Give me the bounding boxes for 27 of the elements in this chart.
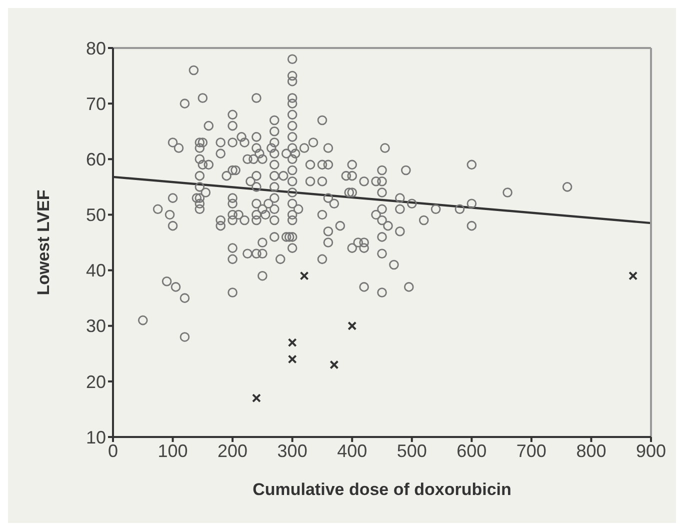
y-tick-label: 70 — [86, 94, 106, 114]
y-tick-label: 30 — [86, 316, 106, 336]
x-tick-label: 800 — [576, 440, 606, 461]
y-tick-label: 20 — [86, 372, 106, 392]
point — [288, 354, 297, 364]
point — [628, 271, 638, 280]
x-tick-label: 200 — [218, 440, 248, 461]
y-tick-label: 60 — [86, 150, 106, 170]
x-axis-title: Cumulative dose of doxorubicin — [252, 480, 512, 499]
y-tick-label: 80 — [86, 38, 106, 58]
point — [252, 394, 261, 403]
y-axis-title: Lowest LVEF — [34, 190, 54, 296]
x-tick-label: 900 — [636, 440, 666, 461]
y-tick-label: 40 — [86, 260, 106, 281]
y-tick-label: 50 — [86, 205, 106, 226]
x-tick-label: 600 — [456, 440, 487, 461]
x-tick-label: 100 — [158, 440, 188, 461]
x-tick-label: 500 — [396, 440, 427, 461]
x-tick-label: 0 — [108, 440, 118, 461]
point — [348, 321, 357, 330]
x-tick-label: 700 — [516, 440, 546, 461]
x-tick-label: 300 — [277, 440, 308, 461]
point — [330, 360, 339, 370]
point — [300, 271, 309, 280]
x-tick-label: 400 — [337, 440, 368, 461]
point — [288, 338, 297, 348]
y-tick-label: 10 — [86, 427, 106, 448]
